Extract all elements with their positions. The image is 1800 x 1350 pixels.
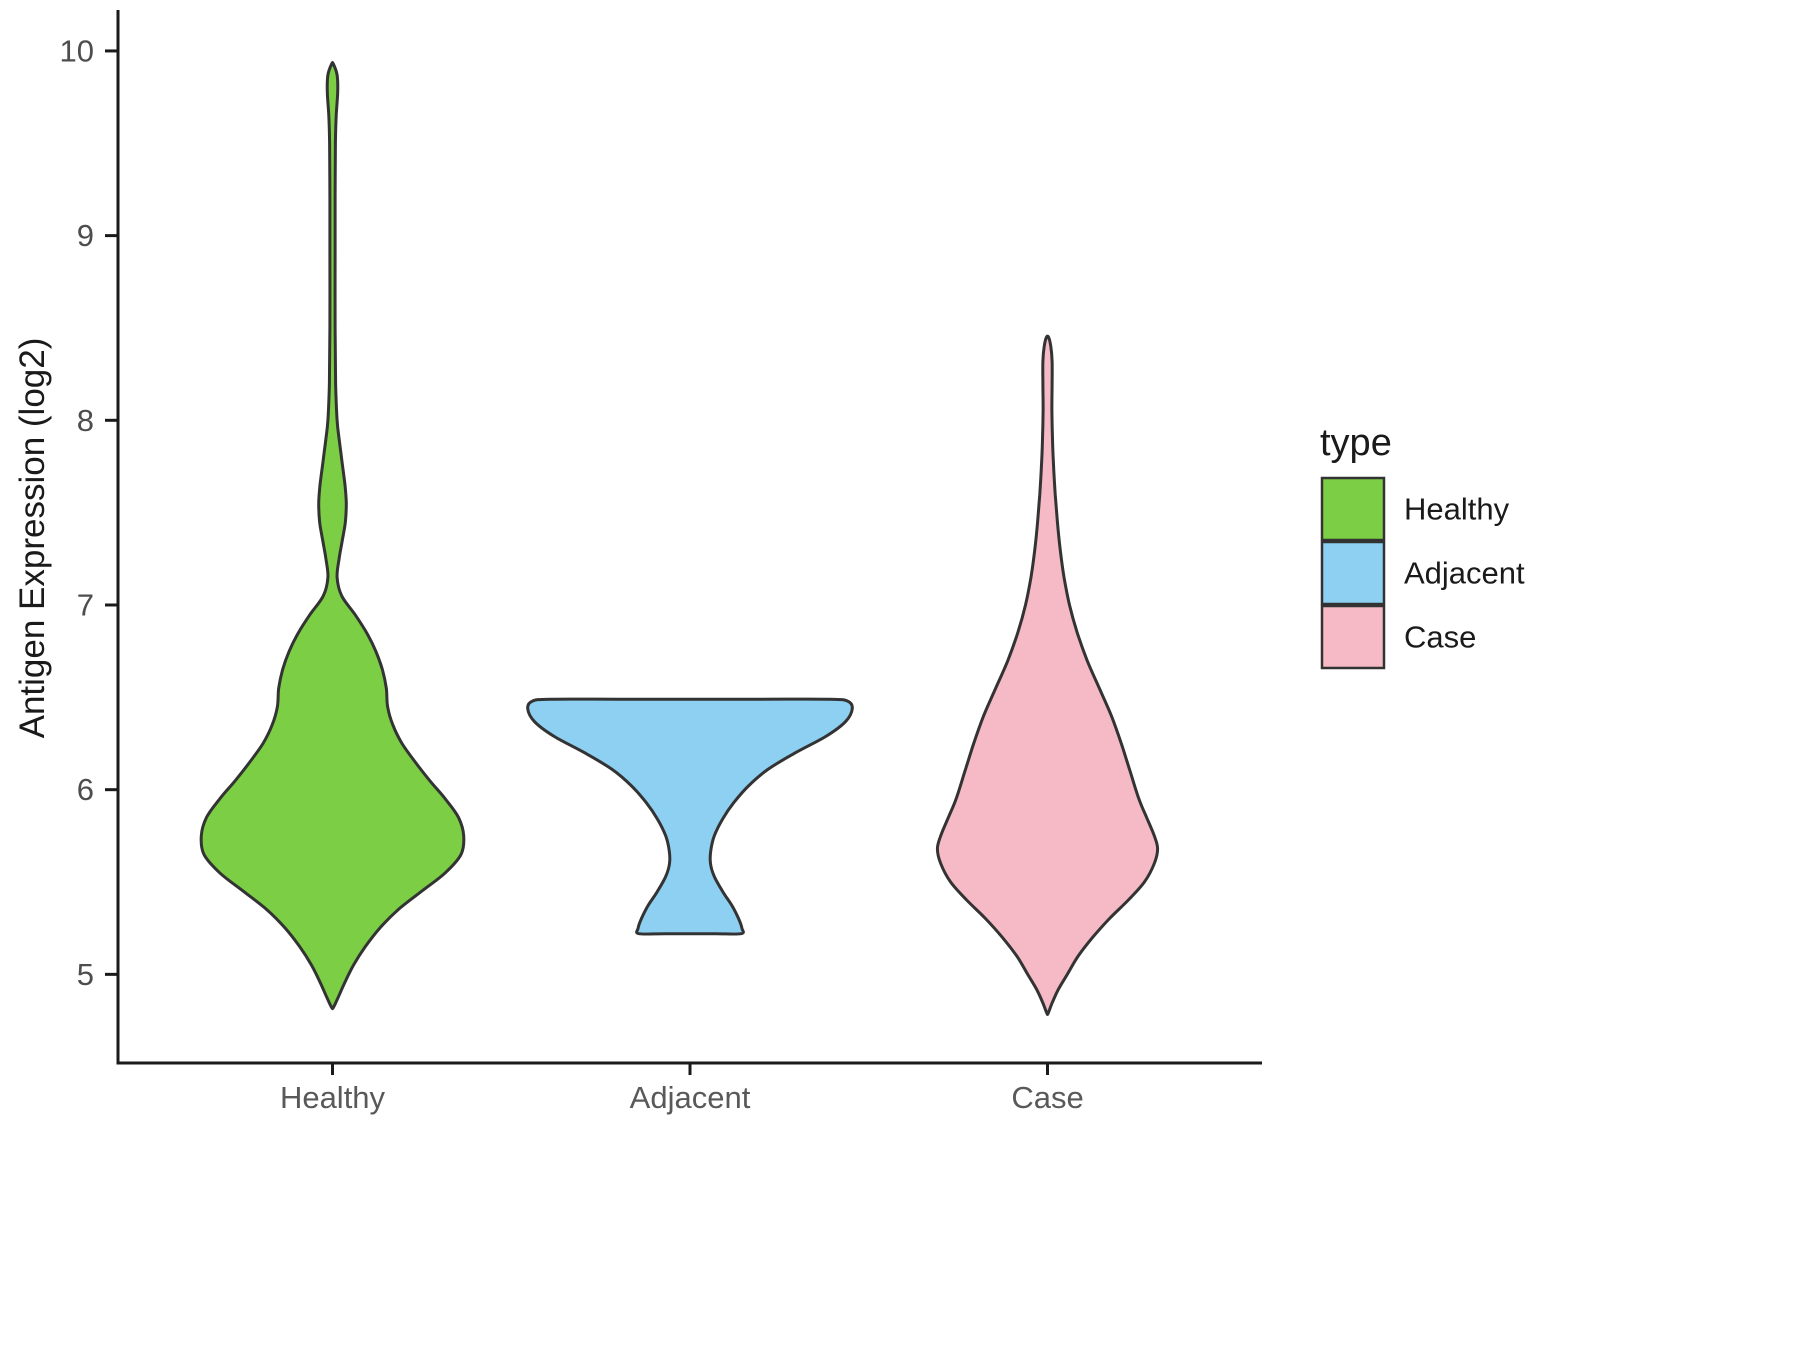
- violin-case: [935, 334, 1160, 1017]
- y-tick-label: 10: [60, 33, 94, 68]
- y-axis-title: Antigen Expression (log2): [13, 338, 52, 739]
- x-category-label-healthy: Healthy: [280, 1080, 386, 1115]
- x-category-label-adjacent: Adjacent: [630, 1080, 751, 1115]
- legend-keys: Healthy Adjacent Case: [1320, 476, 1525, 670]
- legend-key-case: [1320, 604, 1386, 670]
- legend: type Healthy Adjacent Case: [1320, 422, 1525, 670]
- legend-key-healthy: [1320, 476, 1386, 542]
- y-tick-label: 8: [77, 403, 94, 438]
- violins-group: [199, 60, 1160, 1017]
- violin-adjacent: [526, 697, 854, 936]
- legend-label-adjacent: Adjacent: [1404, 556, 1525, 591]
- violin-healthy: [199, 60, 466, 1011]
- y-tick-label: 6: [77, 772, 94, 807]
- axes-group: 5 6 7 8 9 10 Healthy Adjacent Case: [60, 10, 1262, 1115]
- y-tick-label: 7: [77, 587, 94, 622]
- legend-title: type: [1320, 422, 1392, 464]
- y-tick-label: 5: [77, 957, 94, 992]
- legend-label-case: Case: [1404, 620, 1476, 655]
- x-category-label-case: Case: [1011, 1080, 1083, 1115]
- legend-key-adjacent: [1320, 540, 1386, 606]
- legend-label-healthy: Healthy: [1404, 492, 1510, 527]
- y-tick-label: 9: [77, 218, 94, 253]
